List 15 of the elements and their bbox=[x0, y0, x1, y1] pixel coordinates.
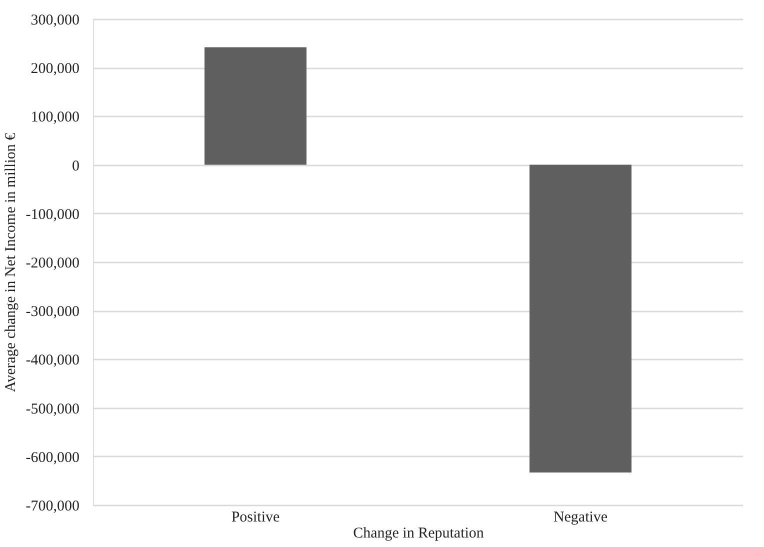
x-axis-title: Change in Reputation bbox=[353, 526, 484, 542]
y-tick-label: 200,000 bbox=[30, 61, 80, 78]
y-tick-label: -400,000 bbox=[26, 352, 80, 369]
x-tick-label: Negative bbox=[553, 510, 608, 526]
y-tick-label: -700,000 bbox=[26, 498, 80, 514]
y-tick-label: -600,000 bbox=[26, 450, 80, 466]
y-tick-label: -300,000 bbox=[26, 304, 80, 320]
y-tick-label: 0 bbox=[72, 158, 80, 174]
y-tick-label: -500,000 bbox=[26, 401, 80, 418]
y-axis-title: Average change in Net Income in million € bbox=[2, 132, 19, 392]
y-tick-label: -100,000 bbox=[26, 206, 80, 223]
x-tick-label: Positive bbox=[231, 510, 280, 526]
y-tick-label: 300,000 bbox=[30, 12, 80, 28]
y-tick-label: 100,000 bbox=[30, 110, 80, 126]
y-tick-label: -200,000 bbox=[26, 256, 80, 272]
